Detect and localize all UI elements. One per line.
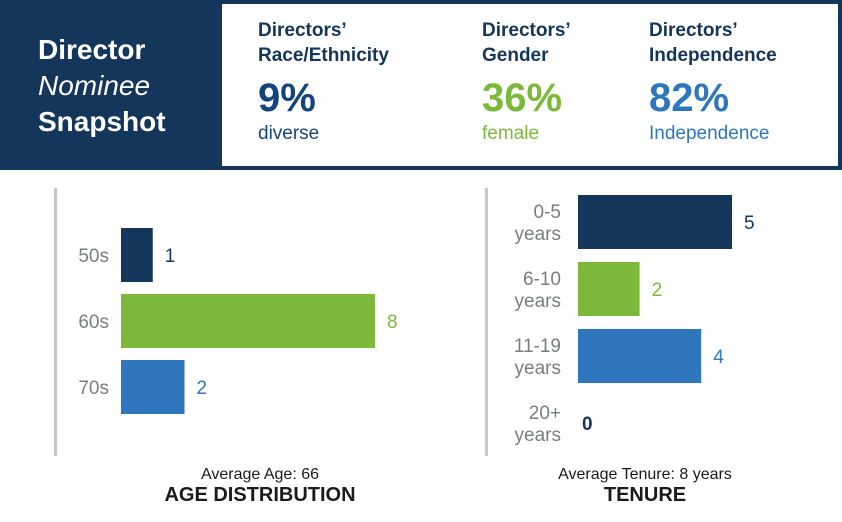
tenure-category-label-1-0: 6-10	[523, 269, 561, 290]
tenure-value-label-1: 2	[652, 280, 663, 301]
stat-sub: diverse	[258, 123, 320, 144]
tenure-chart-subtitle: Average Tenure: 8 years	[558, 466, 732, 483]
tenure-value-label-2: 4	[713, 347, 724, 368]
tenure-chart-axis	[485, 188, 488, 456]
header-banner: Director Nominee Snapshot Directors’ Rac…	[0, 0, 842, 170]
tenure-bar-1	[578, 262, 640, 316]
age-value-label-0: 1	[165, 246, 176, 267]
age-chart-title: AGE DISTRIBUTION	[164, 484, 356, 506]
stat-label-line1: Directors’	[649, 20, 738, 41]
tenure-value-label-3: 0	[582, 414, 593, 435]
stats-panel: Directors’ Race/Ethnicity 9% diverse Dir…	[222, 4, 838, 166]
tenure-category-label-2-1: years	[515, 358, 561, 379]
tenure-category-label-2-0: 11-19	[514, 336, 561, 357]
age-bar-0	[121, 228, 153, 282]
age-category-label-1-0: 60s	[78, 312, 109, 333]
tenure-bar-0	[578, 195, 732, 249]
tenure-chart-caption: Average Tenure: 8 years TENURE	[495, 466, 795, 507]
age-bar-1	[121, 294, 375, 348]
age-chart-caption: Average Age: 66 AGE DISTRIBUTION	[100, 466, 420, 507]
stat-value: 9%	[258, 76, 316, 120]
stat-gender: Directors’ Gender 36% female	[482, 18, 571, 147]
tenure-value-label-0: 5	[744, 213, 755, 234]
title-line-2: Nominee	[38, 70, 151, 101]
tenure-bar-2	[578, 329, 702, 383]
stat-label-line1: Directors’	[482, 20, 571, 41]
age-chart-subtitle: Average Age: 66	[200, 466, 320, 483]
age-category-label-2-0: 70s	[78, 378, 109, 399]
tenure-category-label-3-0: 20+	[529, 403, 561, 424]
age-category-label-0-0: 50s	[78, 246, 109, 267]
age-value-label-1: 8	[387, 312, 398, 333]
tenure-category-label-0-0: 0-5	[534, 202, 561, 223]
age-bar-2	[121, 360, 185, 414]
age-chart-axis	[54, 188, 57, 456]
stat-value: 36%	[482, 76, 563, 120]
stat-independence: Directors’ Independence 82% Independence	[649, 18, 777, 147]
stat-label-line1: Directors’	[258, 20, 347, 41]
stat-sub: Independence	[649, 123, 770, 144]
tenure-category-label-1-1: years	[515, 291, 561, 312]
stat-value: 82%	[649, 76, 730, 120]
tenure-category-label-0-1: years	[515, 224, 561, 245]
title-line-1: Director	[38, 34, 146, 65]
stat-label-line2: Race/Ethnicity	[258, 45, 389, 66]
snapshot-title: Director Nominee Snapshot	[0, 0, 220, 170]
tenure-chart-title: TENURE	[603, 484, 687, 506]
title-line-3: Snapshot	[38, 106, 166, 137]
stat-sub: female	[482, 123, 540, 144]
age-value-label-2: 2	[197, 378, 208, 399]
stat-label-line2: Gender	[482, 45, 549, 66]
stat-race-ethnicity: Directors’ Race/Ethnicity 9% diverse	[258, 18, 389, 147]
stat-label-line2: Independence	[649, 45, 777, 66]
tenure-category-label-3-1: years	[515, 425, 561, 446]
